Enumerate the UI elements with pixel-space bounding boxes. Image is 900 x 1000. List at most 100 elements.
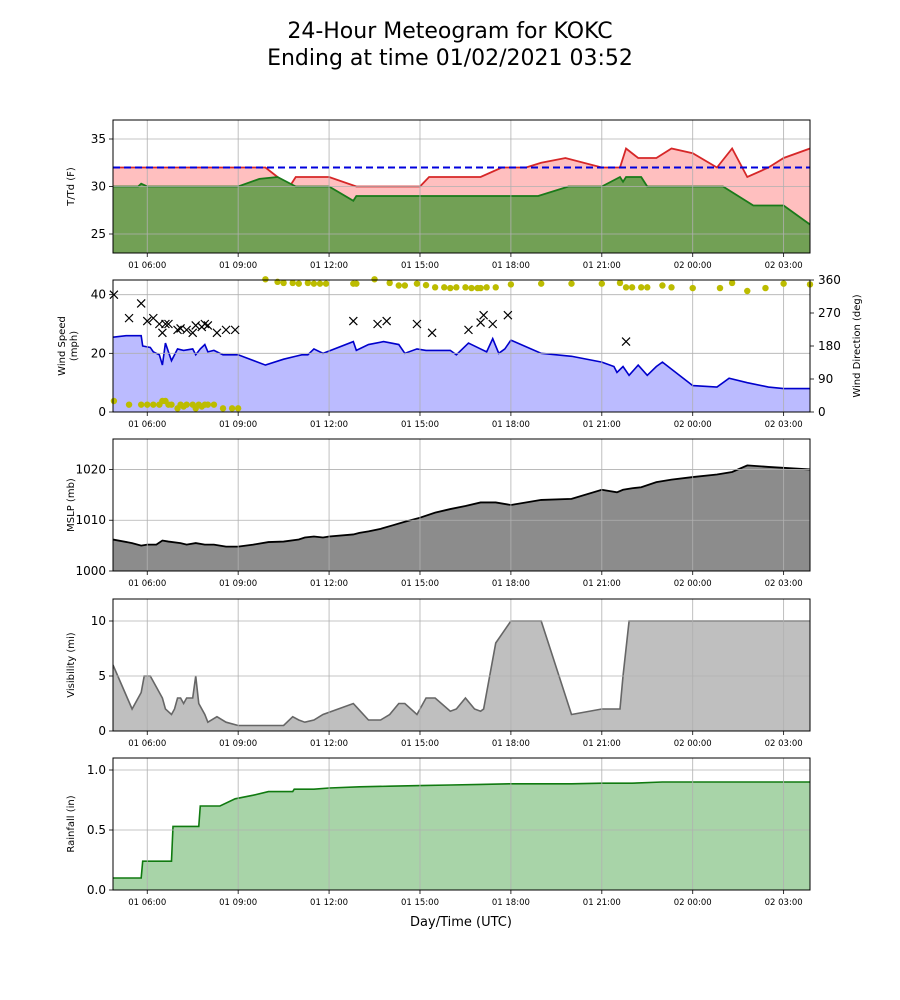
wind-direction-point (568, 280, 575, 287)
wind-gust-point (164, 319, 173, 329)
x-tick-label: 01 18:00 (492, 579, 530, 589)
panel-3: 1000 1010 1020 01 06:00 01 09:00 01 12:00 01 1… (66, 438, 811, 589)
wind-direction-point (228, 405, 236, 412)
wind-direction-point (468, 284, 475, 292)
y-tick-label: 0 (98, 724, 106, 738)
chart-title-line2: Ending at time 01/02/2021 03:52 (267, 46, 633, 71)
wind-gust-point (212, 328, 222, 338)
panel-4: 0 5 10 01 06:00 01 09:00 01 12:00 01 15:00 01 1… (66, 598, 811, 749)
x-tick-label: 01 15:00 (401, 579, 439, 589)
wind-gust-point (188, 328, 198, 338)
wind-gust-point (191, 321, 201, 330)
wind-gust-point (182, 325, 192, 335)
wind-gust-point (427, 328, 437, 338)
x-tick-label: 02 03:00 (765, 739, 803, 749)
wind-direction-point (716, 284, 724, 292)
x-tick-label: 01 06:00 (128, 739, 166, 749)
wind-speed-line (113, 334, 810, 390)
plot-area-2 (113, 334, 810, 412)
wind-direction-point (762, 284, 769, 292)
panel-5: 0.0 0.5 1.0 01 06:00 01 09:00 01 12:00 01 15:0… (66, 757, 811, 908)
wind-direction-point (310, 280, 318, 287)
y-tick-label: 10 (91, 614, 106, 628)
wind-gust-point (348, 316, 358, 326)
wind-direction-point (780, 280, 787, 287)
x-tick-label: 02 00:00 (674, 579, 712, 589)
y-tick-label: 0.0 (87, 883, 106, 897)
wind-direction-point (431, 284, 439, 291)
x-tick-label: 01 12:00 (310, 420, 348, 430)
wind-direction-point (280, 279, 287, 287)
x-axis-label: Day/Time (UTC) (410, 915, 512, 930)
panel-frame (112, 757, 811, 891)
wind-gust-point (221, 325, 231, 335)
rainfall-fill (113, 782, 810, 890)
wind-direction-point (538, 280, 545, 287)
x-tick-label: 01 12:00 (310, 261, 348, 271)
x-tick-label: 01 21:00 (583, 739, 621, 749)
wind-direction-point (386, 279, 393, 287)
x-tick-label: 02 03:00 (765, 898, 803, 908)
wind-gust-point (382, 316, 392, 326)
wind-gust-point (200, 319, 210, 329)
wind-direction-point (183, 401, 190, 408)
x-tick-label: 02 00:00 (674, 739, 712, 749)
wind-direction-point (644, 284, 651, 291)
panel-1: 25 30 35 01 06:00 01 09:00 01 12:00 01 15:00 01… (66, 119, 811, 271)
x-tick-label: 01 12:00 (310, 898, 348, 908)
wind-speed-fill (113, 335, 810, 412)
wind-direction-point (453, 284, 460, 291)
wind-direction-point (422, 281, 430, 289)
wind-direction-point (295, 280, 302, 287)
wind-direction-point (744, 287, 751, 295)
y-tick-label: 0.5 (87, 823, 106, 837)
x-tick-label: 01 21:00 (583, 898, 621, 908)
y-tick-label: 40 (91, 288, 106, 302)
wind-direction-point (219, 405, 227, 412)
x-tick-label: 02 03:00 (765, 420, 803, 430)
wind-direction-point (316, 280, 324, 287)
wind-direction-point (304, 279, 312, 287)
x-tick-label: 02 03:00 (765, 579, 803, 589)
wind-direction-point (168, 401, 175, 408)
x-tick-label: 01 15:00 (401, 420, 439, 430)
y-tick-label: 25 (91, 227, 106, 241)
y-tick-label: 20 (91, 346, 106, 360)
x-tick-label: 01 15:00 (401, 739, 439, 749)
wind-gust-point (109, 290, 119, 300)
y-axis-label: Visibility (mi) (66, 632, 77, 698)
x-tick-label: 02 00:00 (674, 420, 712, 430)
y-tick-label-right: 180 (818, 339, 841, 353)
y-tick-label: 1020 (75, 462, 106, 476)
x-tick-label: 01 21:00 (583, 261, 621, 271)
wind-direction-point (462, 284, 469, 291)
x-tick-label: 01 21:00 (583, 420, 621, 430)
wind-direction-point (137, 401, 145, 408)
mslp-fill (113, 465, 810, 571)
x-tick-label: 01 18:00 (492, 739, 530, 749)
wind-gust-point (464, 325, 473, 335)
y-axis-label: T/Td (F) (66, 167, 77, 207)
x-tick-label: 01 15:00 (401, 898, 439, 908)
y-tick-label: 5 (98, 669, 106, 683)
wind-direction-point (401, 282, 409, 289)
y-tick-label: 1.0 (87, 763, 106, 777)
wind-direction-point (371, 276, 378, 283)
wind-gust-point (142, 316, 152, 326)
y-tick-label: 35 (91, 132, 106, 146)
y-tick-label: 1000 (75, 564, 106, 578)
x-tick-label: 01 18:00 (492, 420, 530, 430)
wind-gust-point (173, 325, 182, 335)
panel-2: 0 90 180 270 360 Wind Direction (deg) 0 20 40 01 … (57, 273, 863, 430)
wind-gust-point (136, 299, 146, 308)
x-tick-label: 01 12:00 (310, 579, 348, 589)
mslp-line (113, 464, 810, 548)
x-tick-label: 01 06:00 (128, 579, 166, 589)
wind-direction-point (110, 397, 118, 405)
plot-area-5 (113, 781, 810, 890)
wind-gust-point (373, 319, 382, 329)
wind-direction-point (483, 284, 490, 291)
x-tick-label: 01 15:00 (401, 261, 439, 271)
